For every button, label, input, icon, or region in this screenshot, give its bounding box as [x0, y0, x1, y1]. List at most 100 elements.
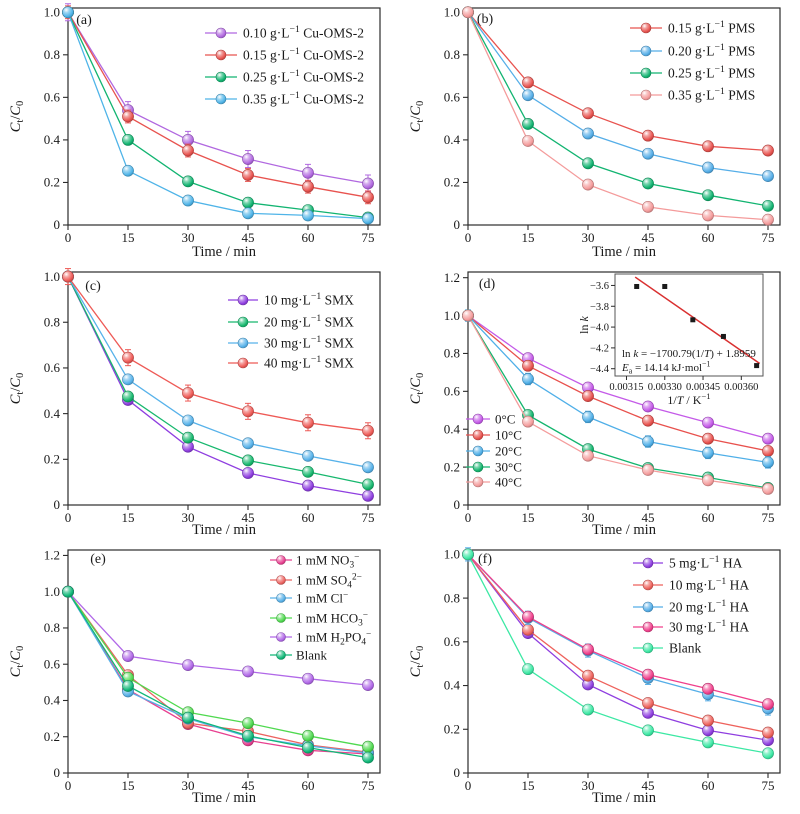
series-line [67, 591, 369, 686]
y-tick-label: 0 [54, 497, 61, 512]
data-point-marker [242, 467, 254, 479]
panel-letter: (f) [478, 552, 492, 567]
y-tick-label: 0.4 [444, 678, 461, 693]
data-point-marker [642, 177, 654, 190]
legend-marker [215, 49, 227, 61]
data-point-marker [462, 309, 474, 322]
data-point-marker [302, 449, 314, 462]
data-point-marker [242, 169, 254, 181]
data-point-marker [642, 435, 654, 448]
legend-label: 1 mM NO3− [296, 552, 359, 570]
data-point-marker [702, 714, 714, 727]
y-axis-label: Ct/C0 [8, 101, 26, 133]
data-point-marker [182, 711, 194, 724]
x-axis-label: Time / min [592, 244, 657, 260]
data-point-marker [242, 207, 254, 220]
legend-item: 40 mg·L−1 SMX [228, 354, 354, 371]
legend-label: 0.35 g·L−1 PMS [668, 86, 755, 102]
data-point-marker [62, 270, 74, 283]
legend-item: 0.10 g·L−1 Cu-OMS-2 [205, 24, 364, 41]
axes: 0 15 30 45 60 75 0 0.2 0.4 0.6 0.8 1.0 1.2 [444, 270, 781, 525]
x-tick-label: 60 [302, 510, 315, 525]
panel-d: 0 15 30 45 60 75 0 0.2 0.4 0.6 0.8 1.0 1.2 Time / min… [400, 260, 800, 537]
data-point-marker [362, 740, 374, 753]
legend-marker [276, 650, 286, 660]
data-point-marker [122, 164, 134, 177]
legend-marker [642, 557, 654, 569]
legend-label: 0.20 g·L−1 PMS [668, 42, 755, 58]
legend-marker [640, 89, 652, 101]
data-point-marker [642, 414, 654, 427]
legend: 0.15 g·L−1 PMS 0.20 g·L−1 PMS 0.25 g·L−1 P… [630, 19, 755, 103]
data-point-marker [522, 359, 534, 372]
data-point-marker [702, 209, 714, 222]
panel-c: 0 15 30 45 60 75 0 0.2 0.4 0.6 0.8 1.0 Time / min Ct/… [0, 260, 400, 537]
y-tick-label: 1.0 [444, 4, 460, 19]
x-tick-label: 0 [65, 510, 72, 525]
series-line [67, 276, 369, 497]
data-point-marker [762, 747, 774, 760]
data-point-marker [642, 201, 654, 213]
legend-marker [642, 579, 654, 591]
data-point-marker [522, 89, 534, 102]
x-axis-label: Time / min [192, 522, 257, 537]
x-tick-label: 30 [582, 778, 595, 793]
legend-marker [472, 461, 484, 473]
data-point-marker [582, 157, 594, 170]
data-point-marker [702, 724, 714, 737]
axes: 0 15 30 45 60 75 0 0.2 0.4 0.6 0.8 1.0 [44, 4, 381, 245]
panel-letter: (e) [90, 552, 106, 567]
legend-item: 20 mg·L−1 HA [633, 598, 749, 615]
legend-item: Blank [270, 648, 328, 663]
legend-label: 1 mM Cl− [296, 590, 348, 605]
legend-label: 30 mg·L−1 HA [669, 618, 749, 634]
legend-marker [276, 555, 286, 565]
data-point-marker [642, 706, 654, 719]
chart-svg-e: 0 15 30 45 60 75 0 0.2 0.4 0.6 0.8 1.0 1.2 Time / min… [8, 548, 381, 806]
y-tick-label: 0.6 [444, 634, 461, 649]
x-tick-label: 45 [642, 778, 655, 793]
legend-item: 1 mM NO3− [270, 552, 359, 570]
x-tick-label: 45 [242, 778, 255, 793]
legend-marker [276, 632, 286, 642]
series-5 [462, 309, 774, 495]
legend-label: 0.15 g·L−1 PMS [668, 19, 755, 35]
inset-equation: ln k = −1700.79(1/T) + 1.8959 [622, 348, 756, 360]
x-tick-label: 30 [182, 510, 195, 525]
y-tick-label: 0.6 [444, 90, 461, 105]
inset-y-tick-label: −3.6 [590, 281, 609, 292]
data-point-marker [582, 107, 594, 120]
data-point-marker [582, 411, 594, 423]
series-line [467, 554, 769, 741]
legend-label: 10 mg·L−1 SMX [264, 291, 354, 307]
legend-marker [472, 429, 484, 441]
chart-svg-a: 0 15 30 45 60 75 0 0.2 0.4 0.6 0.8 1.0 Time / min Ct/… [8, 3, 381, 260]
data-point-marker [182, 194, 194, 207]
y-tick-label: 0.6 [44, 656, 61, 671]
data-point-marker [362, 679, 374, 691]
data-point-marker [182, 144, 194, 157]
data-point-marker [522, 610, 534, 623]
x-tick-label: 30 [582, 230, 595, 245]
data-point-marker [122, 351, 134, 364]
y-tick-label: 0.4 [444, 421, 461, 436]
data-point-marker [242, 196, 254, 209]
legend-item: 1 mM H2PO4− [270, 629, 371, 647]
data-point-marker [762, 482, 774, 495]
legend-item: 10 mg·L−1 SMX [228, 291, 354, 308]
y-tick-label: 0.8 [444, 346, 460, 361]
legend-label: 0.25 g·L−1 PMS [668, 64, 755, 80]
x-tick-label: 0 [65, 230, 72, 245]
legend-label: 40 mg·L−1 SMX [264, 354, 354, 370]
data-point-marker [762, 199, 774, 212]
data-point-marker [582, 127, 594, 140]
y-tick-label: 1.0 [44, 584, 60, 599]
y-tick-label: 0.2 [44, 729, 60, 744]
data-point-marker [702, 474, 714, 487]
data-point-marker [182, 414, 194, 427]
chart-svg-d: 0 15 30 45 60 75 0 0.2 0.4 0.6 0.8 1.0 1.2 Time / min… [408, 270, 781, 537]
legend-label: 1 mM SO42− [296, 572, 362, 590]
inset-x-tick-label: 0.00330 [648, 382, 682, 393]
data-point-marker [762, 432, 774, 445]
